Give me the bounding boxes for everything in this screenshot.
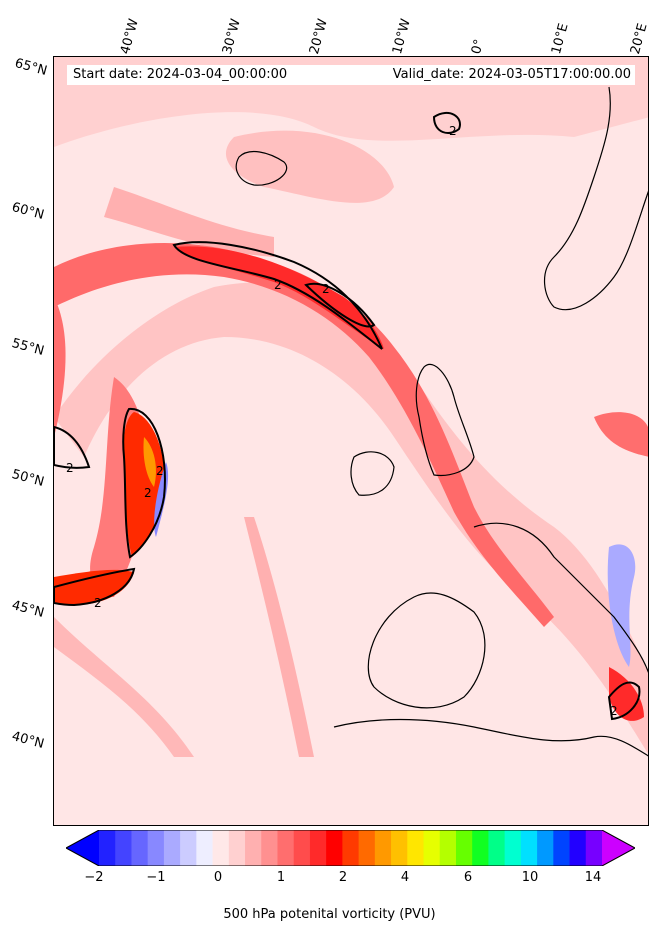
colorbar-extend-high [602, 830, 635, 866]
colorbar-segment [342, 830, 360, 866]
colorbar-segment [228, 830, 246, 866]
potential-vorticity-map: 2 2 2 2 2 2 2 2 [54, 57, 648, 825]
coast-north-africa [333, 718, 648, 757]
colorbar-segment [455, 830, 473, 866]
contour-label: 2 [610, 704, 618, 718]
colorbar-segment [277, 830, 295, 866]
coast-scandinavia [544, 86, 648, 311]
colorbar-extend-low [66, 830, 99, 866]
colorbar-segment [309, 830, 327, 866]
lon-label-30w: 30°W [220, 17, 244, 56]
coast-iceland [235, 150, 288, 186]
lat-label-40n: 40°N [10, 729, 46, 752]
contour-label: 2 [156, 464, 164, 478]
colorbar-tick: 2 [338, 870, 348, 885]
colorbar-segment [245, 830, 262, 866]
colorbar-segment [423, 830, 441, 866]
lat-label-45n: 45°N [10, 598, 46, 621]
coast-ireland [350, 451, 395, 496]
colorbar-segment [163, 830, 181, 866]
colorbar-tick: 10 [521, 870, 539, 885]
pv-southwest-band [54, 617, 194, 757]
colorbar-segment [439, 830, 457, 866]
colorbar-segment [520, 830, 538, 866]
colorbar-tick: 6 [463, 870, 473, 885]
pv-streak-north [104, 187, 274, 257]
lon-label-20e: 20°E [628, 21, 651, 56]
lat-label-60n: 60°N [10, 200, 46, 223]
contour-label: 2 [94, 596, 102, 610]
contour-label: 2 [322, 282, 330, 296]
colorbar-segment [115, 830, 132, 866]
colorbar-segment [326, 830, 343, 866]
colorbar-tick: 1 [276, 870, 286, 885]
coast-great-britain [415, 363, 475, 477]
colorbar-segment [504, 830, 522, 866]
colorbar-segment [261, 830, 278, 866]
colorbar-tick: −2 [84, 870, 104, 885]
lat-label-55n: 55°N [10, 336, 46, 359]
contour-west-trough [122, 407, 166, 559]
colorbar-segment [537, 830, 554, 866]
lat-label-50n: 50°N [10, 467, 46, 490]
contour-label: 2 [274, 278, 282, 292]
colorbar-segment [180, 830, 197, 866]
colorbar-segment [196, 830, 214, 866]
start-date-label: Start date: 2024-03-04_00:00:00 [67, 65, 363, 85]
colorbar-segment [488, 830, 506, 866]
pv-2-contours [54, 111, 641, 721]
contour-jet-inner [304, 282, 376, 328]
pv-south-band [244, 517, 314, 757]
lon-label-10e: 10°E [549, 21, 572, 56]
pv-band-jet [54, 282, 648, 754]
coast-europe-west [473, 522, 648, 674]
colorbar-segment [358, 830, 376, 866]
lon-label-10w: 10°W [390, 17, 414, 56]
pv-mediterranean-max [609, 667, 644, 721]
pv-east-patch [594, 412, 648, 457]
map-panel: 2 2 2 2 2 2 2 2 [53, 56, 649, 826]
lon-label-40w: 40°W [118, 17, 142, 56]
pv-patch-iceland [225, 130, 394, 203]
colorbar-segment [374, 830, 392, 866]
colorbar-segment [391, 830, 408, 866]
contour-label-group: 2 2 2 2 2 2 2 2 [66, 124, 618, 718]
colorbar-tick: 0 [213, 870, 223, 885]
pv-southwest-lobe [54, 569, 134, 605]
colorbar [66, 830, 635, 866]
colorbar-segment [553, 830, 571, 866]
pv-jet-max [174, 246, 384, 349]
colorbar-segment [569, 830, 587, 866]
contour-label: 2 [449, 124, 457, 138]
lon-label-20w: 20°W [307, 17, 331, 56]
pv-west-edge [54, 297, 66, 437]
lon-label-0: 0° [469, 37, 488, 56]
pv-west-trough-peak [143, 437, 156, 487]
contour-north-cell [432, 111, 461, 134]
colorbar-tick: 14 [584, 870, 602, 885]
colorbar-segment [99, 830, 116, 866]
valid-date-label: Valid_date: 2024-03-05T17:00:00.00 [357, 65, 635, 85]
coastlines [235, 86, 648, 757]
colorbar-segment [585, 830, 603, 866]
contour-mediterranean [607, 681, 641, 721]
pv-jet-core [54, 243, 554, 628]
contour-southwest-lobe [54, 567, 136, 607]
colorbar-label: 500 hPa potenital vorticity (PVU) [223, 907, 436, 922]
colorbar-segment [212, 830, 230, 866]
colorbar-tick: 4 [400, 870, 410, 885]
colorbar-segments [66, 830, 635, 866]
colorbar-segment [131, 830, 149, 866]
coast-iberia [367, 592, 486, 709]
colorbar-segment [472, 830, 489, 866]
contour-jet [172, 241, 383, 350]
contour-label: 2 [144, 486, 152, 500]
contour-west-edge [54, 425, 91, 469]
colorbar-segment [147, 830, 165, 866]
contour-label: 2 [66, 461, 74, 475]
colorbar-segment [407, 830, 425, 866]
colorbar-segment [293, 830, 311, 866]
lat-label-65n: 65°N [13, 56, 49, 79]
colorbar-tick: −1 [146, 870, 166, 885]
